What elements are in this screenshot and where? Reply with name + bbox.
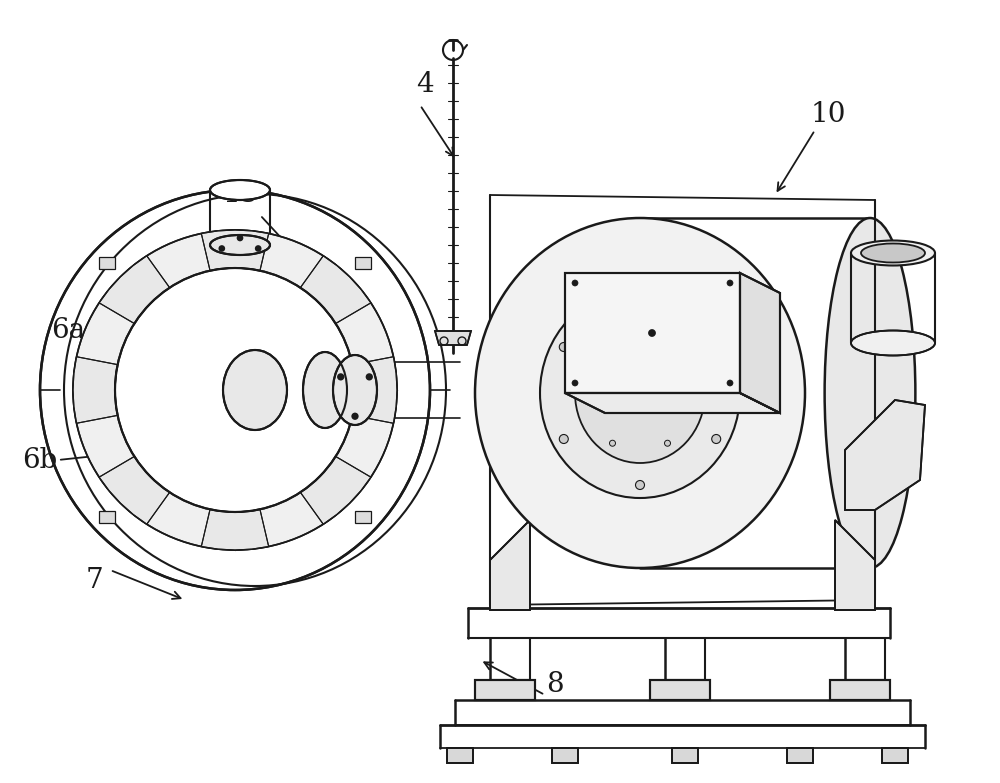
Polygon shape	[201, 230, 269, 271]
Polygon shape	[650, 680, 710, 700]
Text: 9: 9	[511, 306, 529, 334]
Polygon shape	[355, 258, 371, 269]
Polygon shape	[740, 273, 780, 413]
Circle shape	[664, 440, 670, 446]
Polygon shape	[672, 748, 698, 763]
Ellipse shape	[210, 235, 270, 255]
Circle shape	[338, 374, 344, 380]
Polygon shape	[552, 748, 578, 763]
Ellipse shape	[851, 330, 935, 355]
Polygon shape	[355, 511, 371, 523]
Polygon shape	[835, 520, 875, 610]
Polygon shape	[435, 331, 471, 345]
Text: 8: 8	[546, 672, 564, 698]
Ellipse shape	[73, 230, 397, 550]
Ellipse shape	[825, 218, 915, 568]
Text: 4: 4	[416, 71, 434, 99]
Polygon shape	[565, 273, 740, 393]
Ellipse shape	[540, 288, 740, 498]
Ellipse shape	[223, 350, 287, 430]
Polygon shape	[475, 680, 535, 700]
Polygon shape	[882, 748, 908, 763]
Text: 13: 13	[222, 182, 258, 208]
Circle shape	[352, 413, 358, 419]
Polygon shape	[99, 511, 115, 523]
Ellipse shape	[115, 268, 355, 512]
Circle shape	[712, 435, 721, 443]
Circle shape	[582, 390, 588, 396]
Circle shape	[559, 435, 568, 443]
Polygon shape	[201, 509, 269, 550]
Polygon shape	[300, 456, 371, 524]
Ellipse shape	[475, 218, 805, 568]
Polygon shape	[300, 256, 371, 323]
Circle shape	[219, 246, 224, 251]
Circle shape	[256, 246, 261, 251]
Text: 7: 7	[86, 566, 104, 594]
Circle shape	[648, 330, 656, 337]
Ellipse shape	[575, 323, 705, 463]
Circle shape	[559, 342, 568, 352]
Circle shape	[727, 380, 733, 386]
Text: 10: 10	[810, 102, 846, 128]
Polygon shape	[352, 357, 397, 424]
Circle shape	[712, 342, 721, 352]
Polygon shape	[845, 400, 925, 510]
Circle shape	[610, 340, 616, 346]
Ellipse shape	[861, 244, 925, 262]
Text: 6b: 6b	[22, 446, 58, 474]
Polygon shape	[787, 748, 813, 763]
Circle shape	[636, 297, 644, 305]
Circle shape	[572, 280, 578, 286]
Circle shape	[610, 440, 616, 446]
Text: 6a: 6a	[51, 316, 85, 344]
Circle shape	[636, 481, 644, 489]
Ellipse shape	[210, 180, 270, 200]
Ellipse shape	[851, 240, 935, 265]
Circle shape	[572, 380, 578, 386]
Polygon shape	[99, 256, 170, 323]
Polygon shape	[830, 680, 890, 700]
Polygon shape	[99, 258, 115, 269]
Ellipse shape	[40, 190, 430, 590]
Polygon shape	[99, 456, 170, 524]
Circle shape	[238, 236, 242, 240]
Polygon shape	[565, 393, 780, 413]
Circle shape	[692, 390, 698, 396]
Polygon shape	[490, 520, 530, 610]
Polygon shape	[447, 748, 473, 763]
Circle shape	[664, 340, 670, 346]
Ellipse shape	[303, 352, 347, 428]
Circle shape	[366, 374, 372, 380]
Polygon shape	[73, 357, 118, 424]
Circle shape	[727, 280, 733, 286]
Ellipse shape	[333, 355, 377, 425]
